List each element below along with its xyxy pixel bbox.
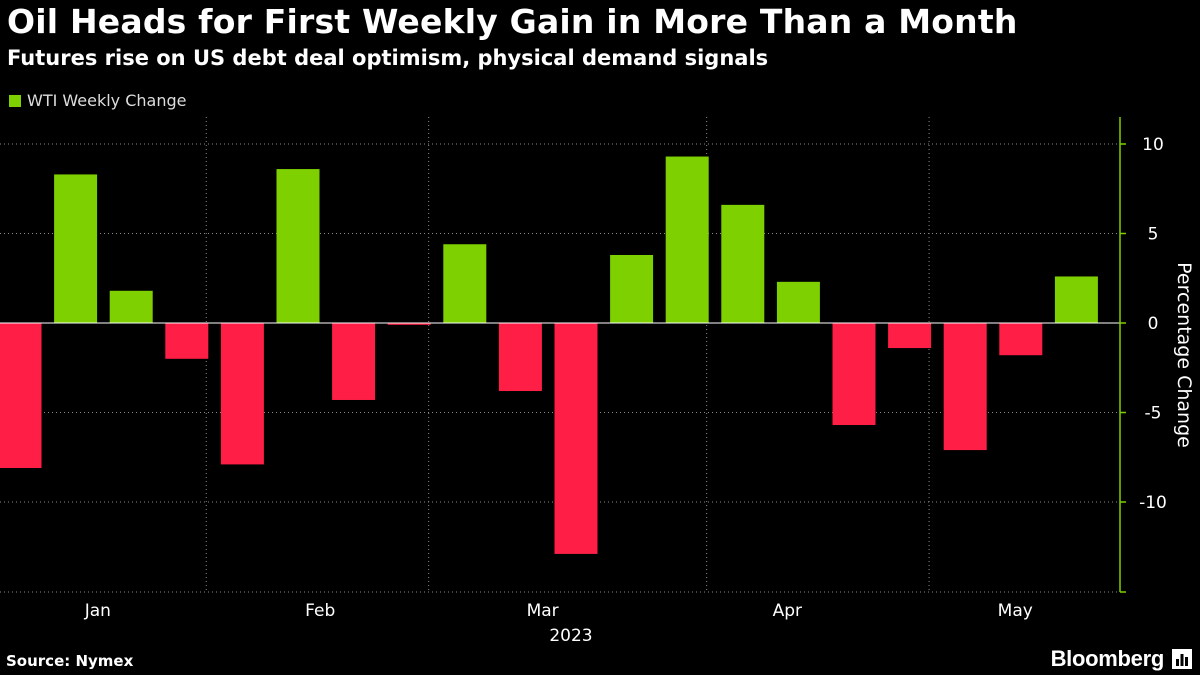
bar-week-15 [832,323,876,426]
bar-week-16 [888,323,932,349]
y-tick-label: 10 [1142,135,1164,155]
bar-week-11 [610,254,654,323]
bar-week-8 [443,244,487,323]
bar-week-3 [165,323,209,359]
legend-swatch [9,94,21,107]
bar-week-10 [554,323,598,554]
bar-week-19 [1054,276,1098,323]
x-tick-label: Jan [84,601,111,621]
brand: Bloomberg [1051,646,1192,672]
bloomberg-wordmark: Bloomberg [1050,646,1165,671]
bar-week-7 [387,323,431,325]
bar-week-2 [109,290,153,323]
legend-label: WTI Weekly Change [27,91,187,110]
bar-week-9 [498,323,542,392]
bar-week-14 [776,281,820,323]
x-tick-label: Mar [527,601,559,621]
y-axis-title: Percentage Change [1173,262,1195,448]
bar-week-12 [665,156,709,323]
chart-title: Oil Heads for First Weekly Gain in More … [7,2,1018,41]
y-tick-label: 5 [1148,225,1159,245]
bar-week-5 [276,169,320,323]
x-tick-label: May [998,601,1033,621]
x-tick-label: Feb [305,601,335,621]
y-tick-label: 0 [1148,314,1159,334]
bar-week-4 [220,323,264,465]
bar-week-18 [999,323,1043,356]
chart-subtitle: Futures rise on US debt deal optimism, p… [7,46,769,70]
x-year-label: 2023 [549,626,592,646]
x-tick-label: Apr [773,601,802,621]
bar-week-17 [943,323,987,451]
bar-week-1 [54,174,98,323]
y-tick-label: -10 [1139,493,1167,513]
bar-week-13 [721,204,765,323]
legend: WTI Weekly Change [9,91,187,110]
bloomberg-logo-icon [1172,649,1192,669]
source-note: Source: Nymex [6,652,134,670]
y-tick-label: -5 [1145,404,1162,424]
bar-week-6 [332,323,376,400]
bar-week-0 [0,323,42,468]
